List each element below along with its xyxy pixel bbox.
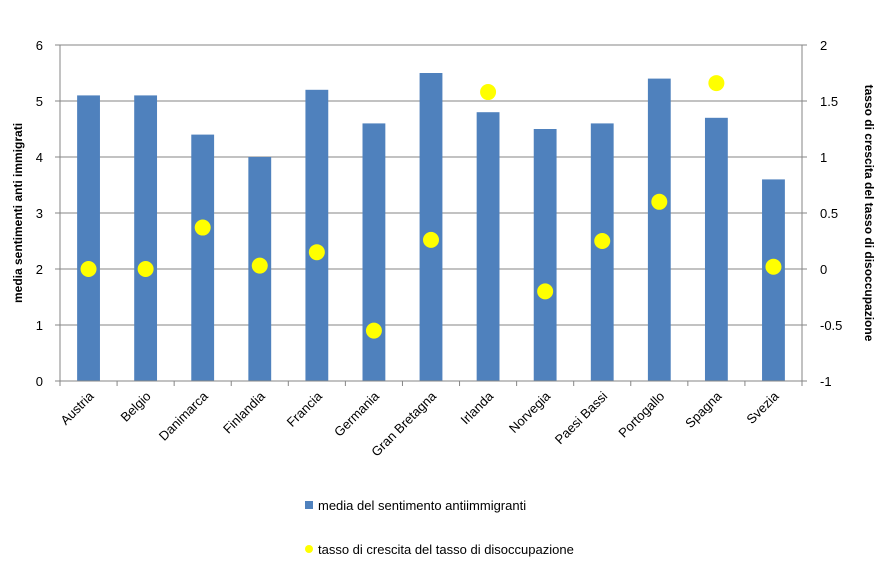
category-label: Finlandia bbox=[220, 388, 268, 436]
bar bbox=[590, 123, 614, 382]
scatter-point bbox=[537, 283, 554, 300]
bar bbox=[362, 123, 386, 382]
scatter-point bbox=[480, 84, 497, 101]
left-tick-label: 1 bbox=[36, 318, 43, 333]
scatter-point bbox=[194, 219, 211, 236]
category-labels: Austria Belgio Danimarca Finlandia Francia Ge… bbox=[57, 388, 782, 459]
bar bbox=[762, 179, 785, 381]
left-tick-label: 6 bbox=[36, 38, 43, 53]
category-label: Spagna bbox=[682, 388, 725, 431]
bar bbox=[191, 134, 215, 381]
legend-bar-swatch bbox=[305, 501, 313, 509]
legend: media del sentimento antiimmigranti tass… bbox=[305, 498, 574, 557]
bar bbox=[476, 112, 500, 381]
left-tick-label: 0 bbox=[36, 374, 43, 389]
scatter-series bbox=[80, 75, 782, 339]
bar bbox=[77, 95, 100, 382]
y2-axis-title: tasso di crescita del tasso di disoccupa… bbox=[862, 85, 876, 342]
right-tick-label: -0.5 bbox=[820, 318, 842, 333]
bar bbox=[647, 78, 671, 381]
category-label: Francia bbox=[284, 388, 326, 430]
scatter-point bbox=[80, 261, 97, 277]
left-tick-label: 5 bbox=[36, 94, 43, 109]
right-tick-label: 0.5 bbox=[820, 206, 838, 221]
y-axis-title: media sentimenti anti immigrati bbox=[11, 123, 25, 303]
left-tick-label: 4 bbox=[36, 150, 43, 165]
scatter-point bbox=[651, 193, 668, 210]
category-label: Svezia bbox=[743, 388, 782, 427]
scatter-point bbox=[308, 244, 325, 261]
scatter-point bbox=[251, 257, 268, 274]
right-tick-label: 0 bbox=[820, 262, 827, 277]
left-axis-ticks: 0 1 2 3 4 5 6 bbox=[36, 38, 60, 389]
category-label: Irlanda bbox=[457, 388, 496, 427]
scatter-point bbox=[137, 261, 154, 277]
scatter-point bbox=[708, 75, 725, 92]
category-label: Portogallo bbox=[615, 389, 667, 441]
left-tick-label: 3 bbox=[36, 206, 43, 221]
category-label: Paesi Bassi bbox=[552, 388, 611, 447]
bar bbox=[305, 89, 329, 382]
right-tick-label: 1.5 bbox=[820, 94, 838, 109]
right-tick-label: 1 bbox=[820, 150, 827, 165]
legend-bar-label: media del sentimento antiimmigranti bbox=[318, 498, 526, 513]
legend-point-label: tasso di crescita del tasso di disoccupa… bbox=[318, 542, 574, 557]
legend-point-swatch bbox=[305, 545, 313, 553]
category-label: Germania bbox=[331, 388, 383, 440]
bar bbox=[419, 73, 443, 381]
category-label: Austria bbox=[57, 388, 97, 428]
category-label: Belgio bbox=[118, 389, 154, 425]
scatter-point bbox=[423, 231, 439, 248]
scatter-point bbox=[765, 258, 782, 275]
category-label: Danimarca bbox=[156, 388, 212, 444]
right-tick-label: 2 bbox=[820, 38, 827, 53]
scatter-point bbox=[594, 233, 611, 249]
bar bbox=[704, 117, 728, 382]
category-label: Norvegia bbox=[506, 388, 554, 436]
bar bbox=[134, 95, 158, 382]
bar bbox=[533, 129, 557, 381]
scatter-point bbox=[365, 322, 382, 339]
right-axis-ticks: -1 -0.5 0 0.5 1 1.5 2 bbox=[802, 38, 842, 389]
left-tick-label: 2 bbox=[36, 262, 43, 277]
bar-series bbox=[77, 73, 785, 382]
right-tick-label: -1 bbox=[820, 374, 832, 389]
